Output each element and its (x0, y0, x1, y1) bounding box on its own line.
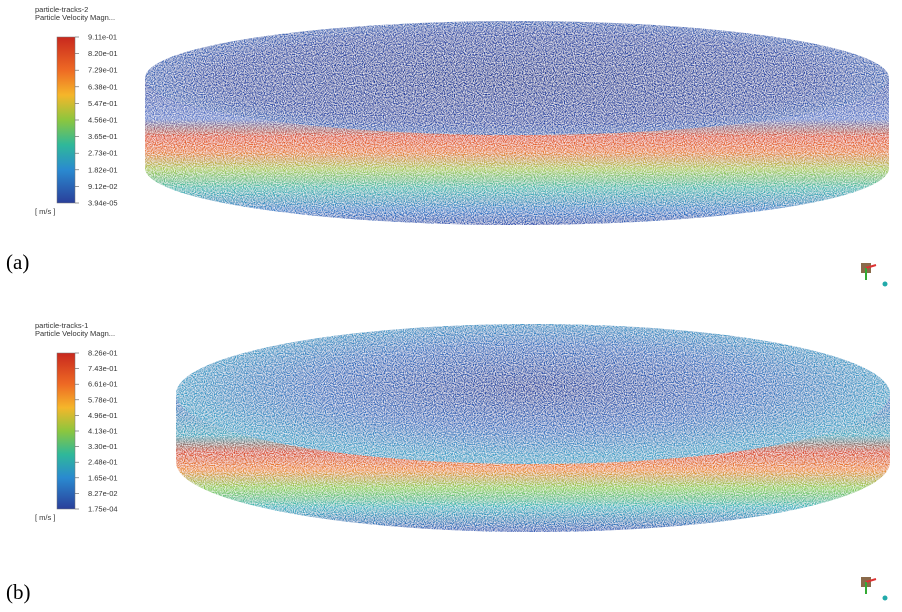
disc-a (145, 21, 889, 225)
colorbar-tick-label: 1.75e-04 (88, 505, 118, 514)
legend-subtitle: Particle Velocity Magn... (35, 13, 115, 22)
colorbar-tick-label: 5.78e-01 (88, 395, 118, 404)
figure: particle-tracks-2Particle Velocity Magn.… (0, 0, 902, 612)
colorbar-tick-label: 1.82e-01 (88, 165, 118, 174)
colorbar-tick-label: 9.11e-01 (88, 33, 117, 42)
colorbar-tick-label: 4.13e-01 (88, 427, 118, 436)
colorbar (57, 353, 75, 509)
axis-triad (861, 263, 888, 287)
legend-subtitle: Particle Velocity Magn... (35, 329, 115, 338)
colorbar-tick-label: 6.61e-01 (88, 380, 118, 389)
panel-label: (b) (6, 580, 31, 604)
colorbar-tick-label: 5.47e-01 (88, 99, 118, 108)
colorbar-tick-label: 3.94e-05 (88, 199, 118, 208)
colorbar-tick-label: 2.73e-01 (88, 149, 118, 158)
colorbar-tick-label: 4.96e-01 (88, 411, 118, 420)
disc-b (176, 324, 890, 532)
legend-unit: [ m/s ] (35, 513, 55, 522)
legend-unit: [ m/s ] (35, 207, 55, 216)
colorbar-tick-label: 8.27e-02 (88, 489, 118, 498)
panel-label: (a) (6, 250, 29, 274)
colorbar-tick-label: 3.30e-01 (88, 442, 118, 451)
colorbar-tick-label: 1.65e-01 (88, 473, 118, 482)
colorbar-tick-label: 7.29e-01 (88, 66, 118, 75)
colorbar-tick-label: 8.26e-01 (88, 349, 118, 358)
colorbar-tick-label: 7.43e-01 (88, 364, 118, 373)
disc-top (145, 21, 889, 135)
colorbar (57, 37, 75, 203)
colorbar-tick-label: 4.56e-01 (88, 116, 118, 125)
disc-top (176, 324, 890, 464)
colorbar-tick-label: 9.12e-02 (88, 182, 118, 191)
colorbar-tick-label: 6.38e-01 (88, 82, 118, 91)
axis-triad (861, 577, 888, 601)
colorbar-tick-label: 3.65e-01 (88, 132, 118, 141)
colorbar-tick-label: 2.48e-01 (88, 458, 118, 467)
colorbar-tick-label: 8.20e-01 (88, 49, 118, 58)
